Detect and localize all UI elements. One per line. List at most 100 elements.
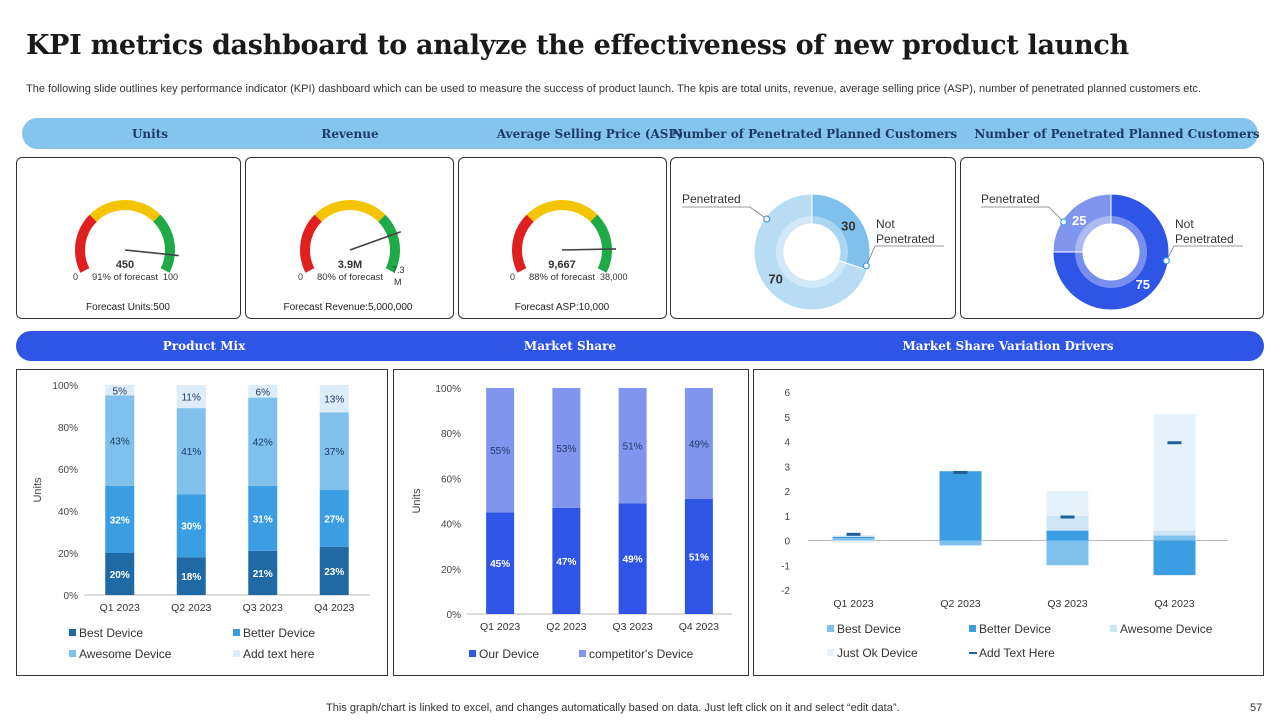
kpi-header-band: Units Revenue Average Selling Price (ASP… [22,118,1260,149]
market-share-data-label: 55% [490,446,510,457]
product-mix-y-tick: 0% [64,591,79,602]
product-mix-bar-better-device-1 [105,485,135,553]
market-share-x-tick: Q1 2023 [480,621,520,633]
product-mix-bar-better-device-4 [319,490,349,547]
variation-x-tick: Q2 2023 [940,598,980,610]
product-mix-x-tick: Q4 2023 [314,602,354,614]
variation-y-tick: -1 [781,561,790,572]
gauge-3-min: 0 [510,272,515,282]
variation-bar-better-device-3 [1046,530,1089,541]
market-share-legend-label-1: Our Device [479,647,539,661]
market-share-y-tick: 80% [441,429,461,440]
market-share-y-tick: 60% [441,474,461,485]
market-share-bar-our-device-1 [486,512,515,614]
variation-y-tick: 0 [784,537,790,548]
section-header-band: Product Mix Market Share Market Share Va… [16,331,1264,361]
donut-2-penetrated-dot [1060,218,1068,226]
market-share-data-label: 49% [623,555,643,566]
donut-1-penetrated-leader [682,206,767,220]
donut-1-inner-ring [776,216,848,288]
product-mix-x-tick: Q3 2023 [243,602,283,614]
market-share-y-tick: 100% [435,384,461,395]
variation-legend-marker-label: Add Text Here [979,646,1055,660]
units-gauge-card [16,157,241,319]
gauge-2-forecast: Forecast Revenue:5,000,000 [284,302,413,313]
product-mix-data-label: 27% [324,514,344,525]
product-mix-bar-better-device-3 [248,485,278,551]
market-share-y-tick: 0% [447,610,462,621]
donut-2-penetrated-slice [1052,193,1112,253]
variation-legend-swatch-2 [969,625,976,632]
gauge-3-segment-1 [511,214,534,273]
product-mix-y-label: Units [32,477,44,503]
product-mix-bar-awesome-device-1 [105,395,135,486]
variation-bar-best-device-2 [939,540,982,546]
donut-2-not-penetrated-slice [1052,193,1170,311]
market-share-data-label: 47% [556,557,576,568]
product-mix-bar-add-text-here-2 [176,385,206,409]
market-share-data-label: 49% [689,439,709,450]
product-mix-bar-add-text-here-4 [319,385,349,413]
market-share-bar-our-device-4 [684,498,713,614]
market-share-data-label: 51% [623,442,643,453]
product-mix-legend-label-2: Better Device [243,626,315,640]
variation-y-tick: 3 [784,462,790,473]
donut-1-not-penetrated-value: 30 [841,219,855,234]
variation-y-tick: 4 [784,438,790,449]
variation-legend-label-1: Best Device [837,622,901,636]
gauge-2-max-part-2: M [394,277,402,287]
market-share-data-label: 45% [490,559,510,570]
gauge-1-segment-3 [153,214,175,273]
band-label-market-share: Market Share [523,339,617,353]
donut-2-penetrated-value: 25 [1072,213,1086,228]
gauge-2-needle [349,230,402,251]
variation-y-tick: 1 [784,512,790,523]
band-label-variation-drivers: Market Share Variation Drivers [902,339,1114,353]
donut-1-penetrated-dot [763,215,771,223]
product-mix-data-label: 31% [253,514,273,525]
product-mix-y-tick: 60% [58,465,78,476]
gauge-3-segment-3 [590,214,612,273]
variation-bar-awesome-device-3 [1046,515,1089,531]
gauge-2-segment-1 [300,214,322,273]
donut-1-penetrated-slice [753,193,868,311]
product-mix-bar-add-text-here-3 [248,385,278,398]
donut-1-penetrated-value: 70 [768,271,782,286]
gauge-1-needle [124,249,179,257]
variation-legend-swatch-3 [1110,625,1117,632]
gauge-2-value: 3.9M [338,259,362,271]
band-label-penetrated-2: Number of Penetrated Planned Customers [974,126,1260,141]
band-label-revenue: Revenue [321,126,379,141]
page-subtitle: The following slide outlines key perform… [26,83,1201,95]
gauge-1-max: 100 [163,272,178,282]
variation-x-tick: Q3 2023 [1047,598,1087,610]
variation-bar-just-ok-device-4 [1153,414,1196,531]
market-share-y-label: Units [411,488,423,514]
product-mix-data-label: 32% [110,515,130,526]
variation-bar-just-ok-device-1 [832,540,875,543]
gauge-1-subtext: 91% of forecast [92,272,158,283]
product-mix-legend-swatch-2 [233,629,240,636]
gauge-3-max: 38,000 [600,272,628,282]
product-mix-data-label: 30% [181,522,201,533]
product-mix-bar-awesome-device-4 [319,412,349,490]
donut-1-not-penetrated-label-line1: Not [876,217,895,231]
product-mix-legend-label-1: Best Device [79,626,143,640]
page-number: 57 [1250,702,1263,714]
market-share-bar-competitor-s-device-3 [618,388,647,504]
gauge-1-segment-2 [89,200,161,222]
market-share-y-tick: 40% [441,520,461,531]
gauge-1-forecast: Forecast Units:500 [86,302,170,313]
donut-1-not-penetrated-leader [865,245,944,267]
product-mix-data-label: 23% [324,567,344,578]
product-mix-data-label: 18% [181,572,201,583]
product-mix-y-tick: 20% [58,549,78,560]
footer-note: This graph/chart is linked to excel, and… [326,702,900,714]
product-mix-legend-swatch-3 [69,650,76,657]
product-mix-bar-add-text-here-1 [105,385,135,396]
donut-1-not-penetrated-dot [862,262,870,270]
product-mix-bar-awesome-device-2 [176,408,206,495]
market-share-legend-swatch-2 [579,650,586,657]
donut-2-penetrated-leader [981,206,1065,223]
